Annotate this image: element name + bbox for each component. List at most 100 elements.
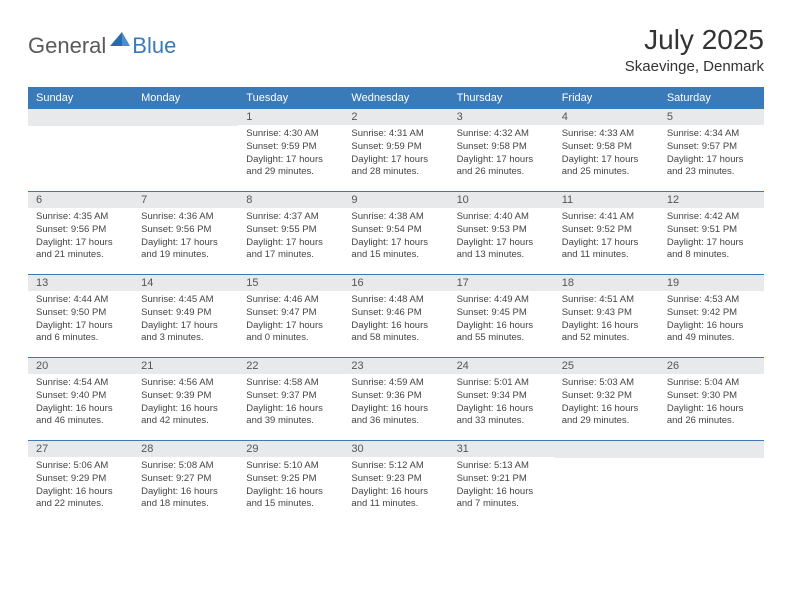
calendar-cell <box>659 441 764 523</box>
calendar-cell: 7Sunrise: 4:36 AMSunset: 9:56 PMDaylight… <box>133 192 238 274</box>
calendar-cell: 11Sunrise: 4:41 AMSunset: 9:52 PMDayligh… <box>554 192 659 274</box>
cell-body: Sunrise: 4:59 AMSunset: 9:36 PMDaylight:… <box>343 374 448 434</box>
day-number: 7 <box>133 192 238 208</box>
day-number: 4 <box>554 109 659 125</box>
calendar-cell: 23Sunrise: 4:59 AMSunset: 9:36 PMDayligh… <box>343 358 448 440</box>
cell-body: Sunrise: 4:32 AMSunset: 9:58 PMDaylight:… <box>449 125 554 185</box>
day-number: 18 <box>554 275 659 291</box>
day-number: 9 <box>343 192 448 208</box>
calendar-cell <box>554 441 659 523</box>
logo-text-general: General <box>28 33 106 59</box>
calendar-week: 6Sunrise: 4:35 AMSunset: 9:56 PMDaylight… <box>28 191 764 274</box>
day-number: 16 <box>343 275 448 291</box>
day-number: 15 <box>238 275 343 291</box>
cell-body: Sunrise: 5:03 AMSunset: 9:32 PMDaylight:… <box>554 374 659 434</box>
cell-body: Sunrise: 4:45 AMSunset: 9:49 PMDaylight:… <box>133 291 238 351</box>
cell-body: Sunrise: 4:33 AMSunset: 9:58 PMDaylight:… <box>554 125 659 185</box>
day-number <box>659 441 764 458</box>
day-number: 2 <box>343 109 448 125</box>
day-number: 23 <box>343 358 448 374</box>
day-number: 1 <box>238 109 343 125</box>
cell-body: Sunrise: 4:41 AMSunset: 9:52 PMDaylight:… <box>554 208 659 268</box>
calendar-cell: 26Sunrise: 5:04 AMSunset: 9:30 PMDayligh… <box>659 358 764 440</box>
logo-text-blue: Blue <box>132 33 176 59</box>
calendar-cell: 24Sunrise: 5:01 AMSunset: 9:34 PMDayligh… <box>449 358 554 440</box>
calendar-cell: 25Sunrise: 5:03 AMSunset: 9:32 PMDayligh… <box>554 358 659 440</box>
logo-triangle-icon <box>110 30 130 51</box>
day-number: 21 <box>133 358 238 374</box>
page-title: July 2025 <box>625 24 764 56</box>
cell-body: Sunrise: 5:13 AMSunset: 9:21 PMDaylight:… <box>449 457 554 517</box>
day-number <box>133 109 238 126</box>
calendar-cell: 1Sunrise: 4:30 AMSunset: 9:59 PMDaylight… <box>238 109 343 191</box>
day-number: 28 <box>133 441 238 457</box>
day-number: 11 <box>554 192 659 208</box>
calendar-cell: 20Sunrise: 4:54 AMSunset: 9:40 PMDayligh… <box>28 358 133 440</box>
day-number: 24 <box>449 358 554 374</box>
calendar: SundayMondayTuesdayWednesdayThursdayFrid… <box>28 87 764 523</box>
calendar-cell: 17Sunrise: 4:49 AMSunset: 9:45 PMDayligh… <box>449 275 554 357</box>
day-number: 19 <box>659 275 764 291</box>
calendar-cell: 15Sunrise: 4:46 AMSunset: 9:47 PMDayligh… <box>238 275 343 357</box>
day-header: Thursday <box>449 87 554 109</box>
cell-body: Sunrise: 4:54 AMSunset: 9:40 PMDaylight:… <box>28 374 133 434</box>
cell-body: Sunrise: 4:31 AMSunset: 9:59 PMDaylight:… <box>343 125 448 185</box>
day-number: 8 <box>238 192 343 208</box>
day-header: Saturday <box>659 87 764 109</box>
calendar-cell: 2Sunrise: 4:31 AMSunset: 9:59 PMDaylight… <box>343 109 448 191</box>
day-number: 13 <box>28 275 133 291</box>
calendar-week: 13Sunrise: 4:44 AMSunset: 9:50 PMDayligh… <box>28 274 764 357</box>
cell-body: Sunrise: 5:10 AMSunset: 9:25 PMDaylight:… <box>238 457 343 517</box>
day-number: 30 <box>343 441 448 457</box>
day-number: 12 <box>659 192 764 208</box>
cell-body: Sunrise: 4:46 AMSunset: 9:47 PMDaylight:… <box>238 291 343 351</box>
cell-body: Sunrise: 4:42 AMSunset: 9:51 PMDaylight:… <box>659 208 764 268</box>
calendar-cell: 30Sunrise: 5:12 AMSunset: 9:23 PMDayligh… <box>343 441 448 523</box>
cell-body: Sunrise: 4:36 AMSunset: 9:56 PMDaylight:… <box>133 208 238 268</box>
calendar-cell <box>28 109 133 191</box>
title-block: July 2025 Skaevinge, Denmark <box>625 24 764 75</box>
page: General Blue July 2025 Skaevinge, Denmar… <box>0 0 792 547</box>
cell-body: Sunrise: 5:06 AMSunset: 9:29 PMDaylight:… <box>28 457 133 517</box>
day-number: 26 <box>659 358 764 374</box>
calendar-cell: 4Sunrise: 4:33 AMSunset: 9:58 PMDaylight… <box>554 109 659 191</box>
calendar-cell: 18Sunrise: 4:51 AMSunset: 9:43 PMDayligh… <box>554 275 659 357</box>
cell-body: Sunrise: 4:40 AMSunset: 9:53 PMDaylight:… <box>449 208 554 268</box>
cell-body: Sunrise: 4:34 AMSunset: 9:57 PMDaylight:… <box>659 125 764 185</box>
cell-body: Sunrise: 4:48 AMSunset: 9:46 PMDaylight:… <box>343 291 448 351</box>
cell-body: Sunrise: 4:58 AMSunset: 9:37 PMDaylight:… <box>238 374 343 434</box>
day-number: 20 <box>28 358 133 374</box>
logo: General Blue <box>28 30 176 61</box>
calendar-cell: 9Sunrise: 4:38 AMSunset: 9:54 PMDaylight… <box>343 192 448 274</box>
calendar-cell: 22Sunrise: 4:58 AMSunset: 9:37 PMDayligh… <box>238 358 343 440</box>
calendar-cell: 29Sunrise: 5:10 AMSunset: 9:25 PMDayligh… <box>238 441 343 523</box>
cell-body: Sunrise: 4:37 AMSunset: 9:55 PMDaylight:… <box>238 208 343 268</box>
calendar-cell: 12Sunrise: 4:42 AMSunset: 9:51 PMDayligh… <box>659 192 764 274</box>
calendar-cell: 21Sunrise: 4:56 AMSunset: 9:39 PMDayligh… <box>133 358 238 440</box>
day-number: 14 <box>133 275 238 291</box>
day-number <box>28 109 133 126</box>
day-number: 5 <box>659 109 764 125</box>
cell-body: Sunrise: 4:44 AMSunset: 9:50 PMDaylight:… <box>28 291 133 351</box>
day-headers-row: SundayMondayTuesdayWednesdayThursdayFrid… <box>28 87 764 109</box>
cell-body: Sunrise: 4:51 AMSunset: 9:43 PMDaylight:… <box>554 291 659 351</box>
location-label: Skaevinge, Denmark <box>625 58 764 75</box>
cell-body: Sunrise: 5:12 AMSunset: 9:23 PMDaylight:… <box>343 457 448 517</box>
calendar-cell: 6Sunrise: 4:35 AMSunset: 9:56 PMDaylight… <box>28 192 133 274</box>
calendar-cell: 14Sunrise: 4:45 AMSunset: 9:49 PMDayligh… <box>133 275 238 357</box>
cell-body: Sunrise: 4:35 AMSunset: 9:56 PMDaylight:… <box>28 208 133 268</box>
day-number: 22 <box>238 358 343 374</box>
day-header: Friday <box>554 87 659 109</box>
day-header: Wednesday <box>343 87 448 109</box>
day-number: 31 <box>449 441 554 457</box>
cell-body: Sunrise: 4:56 AMSunset: 9:39 PMDaylight:… <box>133 374 238 434</box>
cell-body: Sunrise: 5:01 AMSunset: 9:34 PMDaylight:… <box>449 374 554 434</box>
calendar-cell: 3Sunrise: 4:32 AMSunset: 9:58 PMDaylight… <box>449 109 554 191</box>
calendar-cell: 8Sunrise: 4:37 AMSunset: 9:55 PMDaylight… <box>238 192 343 274</box>
day-number: 29 <box>238 441 343 457</box>
calendar-cell: 5Sunrise: 4:34 AMSunset: 9:57 PMDaylight… <box>659 109 764 191</box>
day-number <box>554 441 659 458</box>
day-number: 3 <box>449 109 554 125</box>
calendar-cell: 27Sunrise: 5:06 AMSunset: 9:29 PMDayligh… <box>28 441 133 523</box>
calendar-cell: 10Sunrise: 4:40 AMSunset: 9:53 PMDayligh… <box>449 192 554 274</box>
